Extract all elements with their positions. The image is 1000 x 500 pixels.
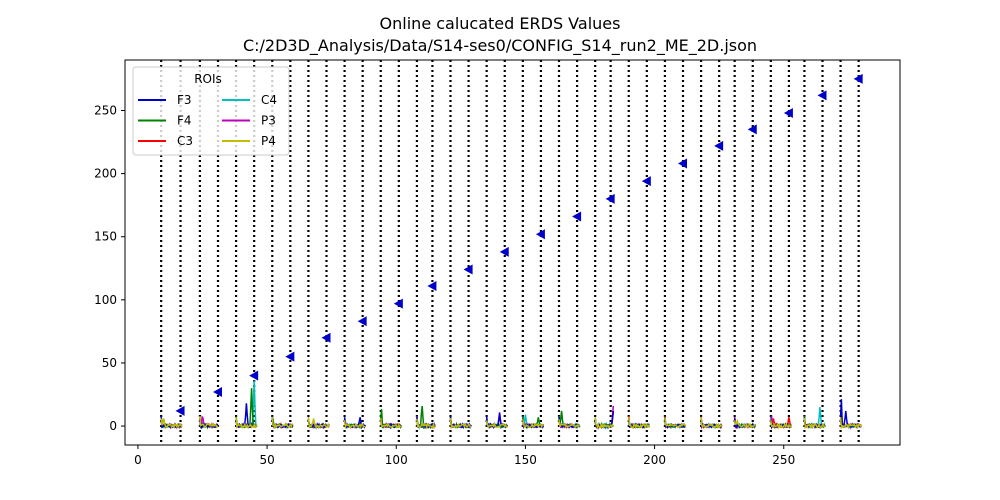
event-marker [747, 124, 757, 135]
y-tick-label: 150 [94, 230, 117, 244]
series-p4-trace [733, 418, 756, 429]
event-marker [783, 108, 793, 119]
series-p4-trace [235, 417, 258, 429]
legend-label-c3: C3 [177, 134, 193, 148]
event-marker [175, 405, 185, 416]
series-p4-trace [416, 418, 436, 430]
data-series [160, 380, 862, 430]
y-tick-label: 200 [94, 167, 117, 181]
series-p4-trace [700, 416, 723, 429]
event-marker [249, 370, 259, 381]
y-tick-label: 250 [94, 103, 117, 117]
chart-subtitle: C:/2D3D_Analysis/Data/S14-ses0/CONFIG_S1… [242, 36, 758, 55]
event-marker [572, 211, 582, 222]
event-marker [605, 193, 615, 204]
series-p4-trace [770, 420, 793, 430]
series-p4-trace [343, 420, 366, 430]
legend-box [132, 66, 290, 156]
x-tick-label: 250 [772, 453, 795, 467]
plot-frame [124, 59, 901, 446]
event-marker [463, 264, 473, 275]
y-tick-label: 50 [102, 356, 117, 370]
chart-title: Online calucated ERDS Values [379, 14, 621, 33]
legend-label-p4: P4 [261, 134, 276, 148]
series-p4-trace [449, 417, 472, 430]
event-marker [641, 176, 651, 187]
y-tick-label: 0 [109, 419, 117, 433]
event-marker [499, 246, 509, 257]
series-p4-trace [664, 417, 687, 429]
series-f3-trace [558, 416, 581, 429]
legend-label-p3: P3 [261, 114, 276, 128]
x-tick-label: 100 [385, 453, 408, 467]
series-p4-trace [380, 418, 402, 429]
event-marker [321, 332, 331, 343]
event-marker [853, 73, 863, 84]
x-axis: 0 50 100 150 200 250 [134, 445, 795, 467]
event-marker [714, 140, 724, 151]
series-p4-trace [558, 419, 580, 429]
legend-label-c4: C4 [261, 93, 277, 107]
y-axis: 0 50 100 150 200 250 [94, 103, 125, 433]
legend-label-f4: F4 [177, 114, 192, 128]
series-p4-trace [160, 418, 183, 429]
event-marker [357, 316, 367, 327]
y-tick-label: 100 [94, 293, 117, 307]
legend-label-f3: F3 [177, 93, 192, 107]
event-marker [427, 280, 437, 291]
event-marker [817, 90, 827, 101]
event-marker [285, 351, 295, 362]
legend-title: ROIs [194, 72, 222, 86]
x-tick-label: 200 [643, 453, 666, 467]
x-tick-label: 50 [259, 453, 274, 467]
series-f3-trace [199, 418, 219, 430]
series-p4-trace [485, 420, 508, 430]
event-marker [678, 158, 687, 169]
series-p4-trace [271, 416, 294, 430]
series-p4-trace [628, 416, 651, 429]
x-tick-label: 150 [514, 453, 537, 467]
series-p4-trace [594, 417, 614, 430]
event-marker [535, 229, 545, 240]
event-marker [393, 298, 403, 309]
x-tick-label: 0 [134, 453, 142, 467]
series-f3-trace [839, 399, 862, 428]
series-p4-trace [199, 416, 219, 429]
series-p4-trace [839, 417, 862, 430]
event-marker [213, 386, 222, 397]
series-p4-trace [307, 417, 330, 429]
series-p4-trace [522, 419, 544, 429]
series-p4-trace [803, 417, 826, 430]
event-markers [175, 73, 863, 416]
